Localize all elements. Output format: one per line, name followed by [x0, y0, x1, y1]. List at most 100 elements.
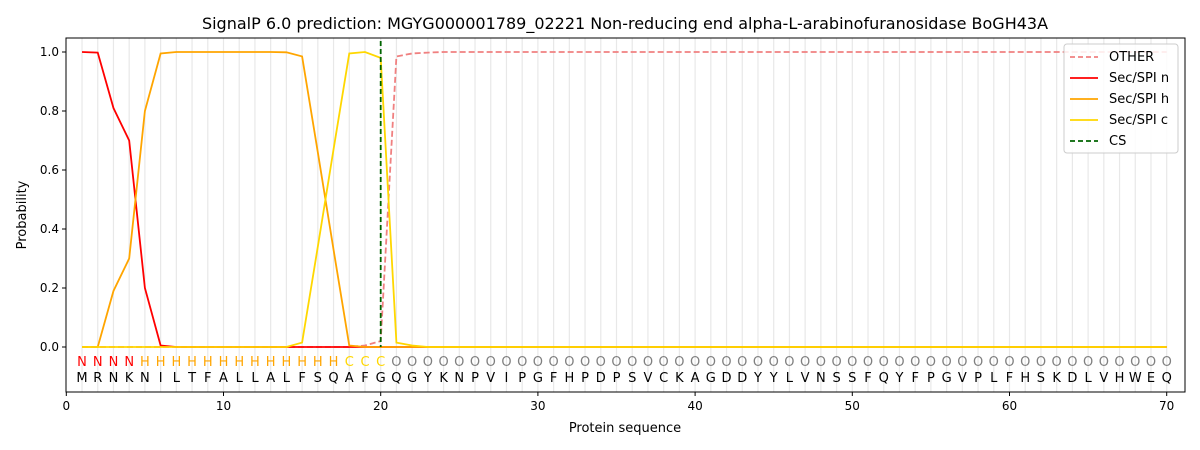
region-label: H [187, 355, 197, 370]
region-label: O [580, 355, 590, 370]
region-label: O [942, 355, 952, 370]
region-label: O [1083, 355, 1093, 370]
region-label: O [438, 355, 448, 370]
region-label: O [753, 355, 763, 370]
region-label: O [706, 355, 716, 370]
region-label: O [549, 355, 559, 370]
y-tick-label: 0.0 [40, 340, 59, 354]
region-label: O [454, 355, 464, 370]
region-label: O [596, 355, 606, 370]
region-label: O [721, 355, 731, 370]
region-label: O [643, 355, 653, 370]
region-label: H [313, 355, 323, 370]
region-label: N [93, 355, 103, 370]
legend-entry: CS [1109, 134, 1126, 149]
region-label: O [1099, 355, 1109, 370]
region-label: O [1067, 355, 1077, 370]
y-tick-label: 0.6 [40, 163, 59, 177]
chart-title: SignalP 6.0 prediction: MGYG000001789_02… [202, 14, 1048, 34]
series-line-other [82, 51, 1167, 348]
legend-box [1063, 43, 1179, 154]
region-label: H [266, 355, 276, 370]
x-tick-label: 0 [62, 399, 70, 413]
region-label: O [470, 355, 480, 370]
region-label: O [894, 355, 904, 370]
region-label: O [690, 355, 700, 370]
x-tick-label: 50 [845, 399, 860, 413]
region-label: O [674, 355, 684, 370]
region-label: N [124, 355, 134, 370]
region-label: O [1114, 355, 1124, 370]
y-tick-label: 0.2 [40, 281, 59, 295]
region-label: O [564, 355, 574, 370]
x-tick-label: 20 [373, 399, 388, 413]
region-label: H [156, 355, 166, 370]
series-line-sec-spi-h [82, 51, 1167, 348]
region-label: O [879, 355, 889, 370]
x-tick-label: 60 [1002, 399, 1017, 413]
region-label: O [926, 355, 936, 370]
plot-frame [65, 37, 1186, 393]
region-label: O [517, 355, 527, 370]
legend-entry: OTHER [1109, 50, 1154, 65]
region-label: C [345, 355, 354, 370]
region-label: O [1004, 355, 1014, 370]
region-label: O [910, 355, 920, 370]
region-label: O [863, 355, 873, 370]
x-tick-label: 30 [530, 399, 545, 413]
region-label: O [784, 355, 794, 370]
series-line-sec-spi-n [81, 51, 1167, 348]
region-label: H [171, 355, 181, 370]
y-tick-label: 1.0 [40, 45, 59, 59]
region-label: O [1052, 355, 1062, 370]
region-label: C [360, 355, 369, 370]
legend-entry: Sec/SPI c [1109, 113, 1168, 128]
series-line-sec-spi-c [82, 51, 1167, 348]
region-label: N [109, 355, 119, 370]
region-label: O [737, 355, 747, 370]
legend-entry: Sec/SPI h [1109, 92, 1169, 107]
region-label: O [391, 355, 401, 370]
region-label: O [611, 355, 621, 370]
region-label: H [329, 355, 339, 370]
region-label: C [376, 355, 385, 370]
region-label: O [847, 355, 857, 370]
region-label: O [407, 355, 417, 370]
region-label: H [140, 355, 150, 370]
region-label: O [831, 355, 841, 370]
x-axis-label: Protein sequence [569, 421, 681, 436]
region-label: O [501, 355, 511, 370]
x-tick-label: 70 [1159, 399, 1174, 413]
legend: OTHER Sec/SPI n Sec/SPI h Sec/SPI c CS [1063, 43, 1179, 154]
region-label: O [1036, 355, 1046, 370]
region-label: O [800, 355, 810, 370]
region-label: H [203, 355, 213, 370]
region-label: H [219, 355, 229, 370]
x-tick-label: 40 [687, 399, 702, 413]
region-label: O [1130, 355, 1140, 370]
region-label: O [957, 355, 967, 370]
region-label: O [1020, 355, 1030, 370]
region-label: H [234, 355, 244, 370]
region-label: O [627, 355, 637, 370]
region-label: O [1162, 355, 1172, 370]
protein-sequence: MRNKNILTFALLALFSQAFGQGYKNPVIPGFHPDPSVCKA… [76, 371, 1171, 386]
region-label: O [769, 355, 779, 370]
y-tick-label: 0.8 [40, 104, 59, 118]
region-label: O [533, 355, 543, 370]
region-label: H [250, 355, 260, 370]
region-label: O [423, 355, 433, 370]
region-label: N [77, 355, 87, 370]
region-label: H [297, 355, 307, 370]
region-label: O [989, 355, 999, 370]
region-label: H [281, 355, 291, 370]
region-label: O [659, 355, 669, 370]
region-label: O [1146, 355, 1156, 370]
region-label: O [816, 355, 826, 370]
region-label: O [973, 355, 983, 370]
y-tick-label: 0.4 [40, 222, 59, 236]
x-tick-label: 10 [216, 399, 231, 413]
y-axis-label: Probability [15, 180, 30, 249]
legend-entry: Sec/SPI n [1109, 71, 1169, 86]
